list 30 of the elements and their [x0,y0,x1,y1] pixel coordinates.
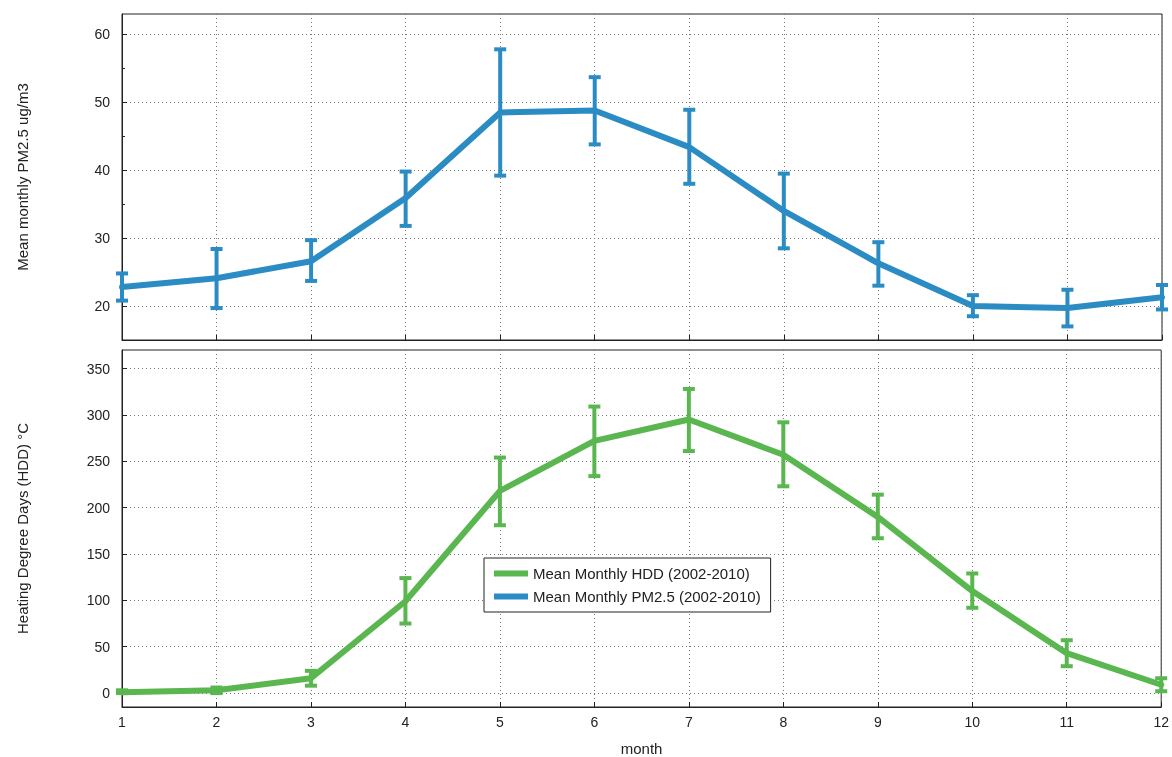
y-axis-title: Heating Degree Days (HDD) °C [14,422,31,635]
x-tick-label: 10 [964,714,981,730]
legend-label: Mean Monthly PM2.5 (2002-2010) [533,588,761,605]
x-tick-label: 8 [779,714,788,730]
x-tick-label: 12 [1153,714,1170,730]
y-tick-label: 100 [86,592,111,609]
y-tick-label: 50 [94,94,111,111]
y-axis-title: Mean monthly PM2.5 ug/m3 [14,83,31,271]
y-tick-label: 20 [94,298,111,315]
y-tick-label: 50 [94,638,111,655]
y-tick-label: 30 [94,230,111,247]
y-tick-label: 150 [86,546,111,562]
x-axis-title: month [620,740,663,757]
y-tick-label: 350 [86,360,111,377]
x-tick-label: 5 [496,714,504,730]
y-tick-label: 200 [86,499,111,516]
x-tick-label: 2 [212,714,221,730]
y-tick-label: 300 [86,406,111,423]
legend-label: Mean Monthly HDD (2002-2010) [533,565,750,582]
y-tick-label: 250 [86,453,111,470]
x-tick-label: 7 [684,714,693,730]
y-tick-label: 0 [102,685,111,702]
x-tick-label: 9 [873,714,882,730]
x-tick-label: 6 [590,714,599,730]
y-tick-label: 60 [94,26,111,43]
x-tick-label: 1 [118,714,127,730]
x-tick-label: 11 [1059,714,1075,730]
y-tick-label: 40 [94,162,111,179]
x-tick-label: 3 [307,714,316,730]
x-tick-label: 4 [401,714,410,730]
